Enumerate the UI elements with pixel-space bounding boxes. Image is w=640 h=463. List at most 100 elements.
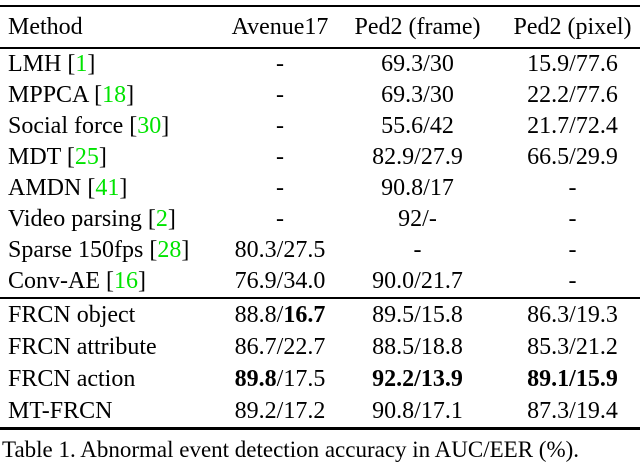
method-cell: MPPCA [18]	[8, 82, 135, 108]
method-cell: Video parsing [2]	[8, 206, 176, 232]
value-segment: 21.7/72.4	[527, 113, 618, 139]
citation-link[interactable]: 28	[157, 237, 182, 263]
value-cell: 21.7/72.4	[505, 111, 640, 142]
value-segment: -	[413, 237, 422, 263]
results-table: Method Avenue17 Ped2 (frame) Ped2 (pixel…	[0, 5, 640, 430]
value-cell: 90.8/17	[330, 173, 505, 204]
method-name: LMH	[8, 51, 62, 77]
value-cell: 80.3/27.5	[230, 235, 330, 266]
value-segment: 90.8/17.1	[372, 397, 463, 424]
method-cell: AMDN [41]	[8, 175, 128, 201]
method-name: FRCN attribute	[8, 333, 157, 360]
method-cell: FRCN action	[0, 363, 230, 395]
value-cell: 15.9/77.6	[505, 48, 640, 80]
value-segment: -	[568, 268, 577, 294]
value-segment: -	[276, 113, 284, 139]
value-cell: -	[230, 204, 330, 235]
value-segment: 22.2/77.6	[527, 82, 618, 108]
value-cell: -	[230, 80, 330, 111]
value-cell: 92.2/13.9	[330, 363, 505, 395]
value-cell: -	[330, 235, 505, 266]
method-name: MDT	[8, 144, 61, 170]
value-cell: 22.2/77.6	[505, 80, 640, 111]
citation-link[interactable]: 30	[137, 113, 162, 139]
citation-link[interactable]: 1	[75, 51, 88, 77]
table-row: AMDN [41] - 90.8/17 -	[0, 173, 640, 204]
method-cell: FRCN object	[0, 297, 230, 331]
citation-link[interactable]: 41	[95, 175, 120, 201]
value-cell: 90.0/21.7	[330, 266, 505, 298]
value-cell: 87.3/19.4	[505, 395, 640, 429]
table-header: Method Avenue17 Ped2 (frame) Ped2 (pixel…	[0, 6, 640, 49]
value-cell: 66.5/29.9	[505, 142, 640, 173]
value-segment: 87.3/19.4	[527, 397, 618, 424]
method-name: Conv-AE	[8, 268, 100, 294]
value-cell: -	[230, 48, 330, 80]
table-caption: Table 1. Abnormal event detection accura…	[2, 437, 580, 462]
value-cell: 82.9/27.9	[330, 142, 505, 173]
column-header-avenue17: Avenue17	[230, 6, 330, 49]
method-cell: Conv-AE [16]	[8, 268, 146, 294]
value-cell: 89.8/17.5	[230, 363, 330, 395]
table-row: LMH [1] - 69.3/30 15.9/77.6	[0, 48, 640, 80]
method-name: FRCN action	[8, 365, 136, 392]
value-cell: 89.5/15.8	[330, 297, 505, 331]
method-cell: Sparse 150fps [28]	[8, 237, 190, 263]
citation-link[interactable]: 18	[102, 82, 127, 108]
citation-link[interactable]: 16	[114, 268, 138, 294]
method-cell: MT-FRCN	[0, 395, 230, 429]
citation-link[interactable]: 2	[155, 206, 168, 232]
method-name: Sparse 150fps	[8, 237, 144, 263]
value-segment: /17.5	[276, 365, 326, 392]
method-cell: LMH [1]	[8, 51, 96, 77]
method-cell: Social force [30]	[8, 113, 170, 139]
value-segment-bold: 16.7	[283, 301, 326, 328]
value-segment: 76.9/34.0	[234, 268, 326, 294]
value-segment-bold: 89.1/15.9	[527, 365, 618, 392]
method-cell: MDT [25]	[8, 144, 107, 170]
value-cell: -	[230, 111, 330, 142]
value-segment: -	[276, 175, 284, 201]
table-row: FRCN object 88.8/16.7 89.5/15.8 86.3/19.3	[0, 297, 640, 331]
results-table-body: LMH [1] - 69.3/30 15.9/77.6 MPPCA [18] - 69.3/…	[0, 48, 640, 429]
value-segment-bold: 89.8	[234, 365, 277, 392]
method-name: MPPCA	[8, 82, 89, 108]
value-segment: 55.6/42	[381, 113, 454, 139]
table-row: Social force [30] - 55.6/42 21.7/72.4	[0, 111, 640, 142]
table-row: MT-FRCN 89.2/17.2 90.8/17.1 87.3/19.4	[0, 395, 640, 429]
value-segment: -	[568, 237, 577, 263]
table-row: Sparse 150fps [28] 80.3/27.5 - -	[0, 235, 640, 266]
value-cell: 76.9/34.0	[230, 266, 330, 298]
citation-link[interactable]: 25	[74, 144, 99, 170]
value-segment: 69.3/30	[381, 82, 454, 108]
value-segment: 15.9/77.6	[527, 51, 618, 77]
method-name: MT-FRCN	[8, 397, 113, 424]
value-segment: 90.0/21.7	[372, 268, 463, 294]
value-segment: 89.2/17.2	[234, 397, 326, 424]
table-row: MDT [25] - 82.9/27.9 66.5/29.9	[0, 142, 640, 173]
value-segment: -	[568, 206, 577, 232]
header-row: Method Avenue17 Ped2 (frame) Ped2 (pixel…	[0, 6, 640, 49]
value-cell: -	[505, 204, 640, 235]
value-segment: -	[276, 206, 284, 232]
value-cell: 89.2/17.2	[230, 395, 330, 429]
value-cell: 92/-	[330, 204, 505, 235]
value-segment: 88.8/	[234, 301, 284, 328]
value-segment: 69.3/30	[381, 51, 454, 77]
method-name: FRCN object	[8, 301, 136, 328]
value-segment: 88.5/18.8	[372, 333, 463, 360]
value-segment: -	[568, 175, 577, 201]
value-segment: 82.9/27.9	[372, 144, 463, 170]
value-cell: 69.3/30	[330, 48, 505, 80]
value-cell: -	[505, 266, 640, 298]
table-row: Conv-AE [16] 76.9/34.0 90.0/21.7 -	[0, 266, 640, 298]
value-cell: -	[230, 142, 330, 173]
value-segment: 85.3/21.2	[527, 333, 618, 360]
value-cell: -	[505, 173, 640, 204]
method-cell: FRCN attribute	[0, 331, 230, 363]
table-row: FRCN action 89.8/17.5 92.2/13.9 89.1/15.9	[0, 363, 640, 395]
value-segment: -	[276, 51, 284, 77]
value-segment: 66.5/29.9	[527, 144, 618, 170]
value-segment: -	[276, 144, 284, 170]
